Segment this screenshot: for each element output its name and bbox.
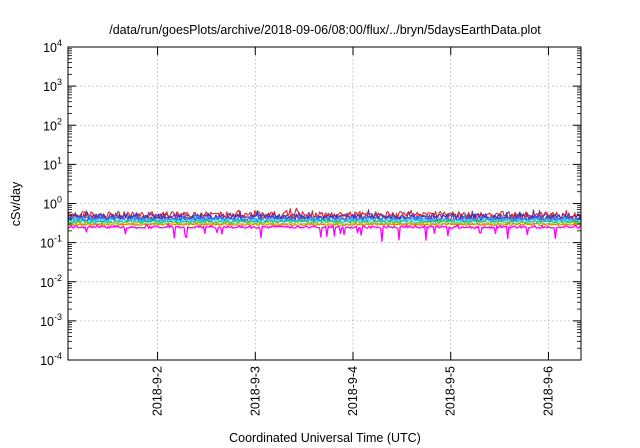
series-line (67, 207, 582, 220)
series-line (67, 213, 582, 222)
grid (68, 47, 581, 360)
y-axis: 10-4 10-3 10-2 10-1 100 101 102 103 104 (40, 38, 581, 368)
y-tick-label: 10-1 (40, 234, 62, 251)
y-tick-label: 104 (43, 38, 62, 55)
y-tick-label: 10-2 (40, 273, 62, 290)
y-tick-label: 100 (43, 195, 62, 212)
y-tick-label: 10-3 (40, 312, 62, 329)
x-tick-label: 2018-9-4 (346, 366, 360, 416)
x-tick-label: 2018-9-6 (541, 366, 555, 416)
chart-title: /data/run/goesPlots/archive/2018-09-06/0… (109, 23, 541, 37)
x-tick-label: 2018-9-2 (151, 366, 165, 416)
series-line (67, 223, 582, 242)
series-line (67, 220, 582, 225)
y-tick-label: 101 (43, 155, 62, 172)
y-tick-label: 102 (43, 116, 62, 133)
y-tick-label: 10-4 (40, 351, 62, 368)
x-axis: 2018-9-2 2018-9-3 2018-9-4 2018-9-5 2018-9-6 (151, 47, 555, 416)
x-axis-label: Coordinated Universal Time (UTC) (229, 431, 421, 445)
x-tick-label: 2018-9-5 (444, 366, 458, 416)
series-line (67, 222, 582, 227)
series-line (67, 218, 582, 224)
series-group (67, 207, 582, 242)
y-tick-label: 103 (43, 77, 62, 94)
y-axis-label: cSv/day (9, 181, 23, 226)
x-tick-label: 2018-9-3 (248, 366, 262, 416)
